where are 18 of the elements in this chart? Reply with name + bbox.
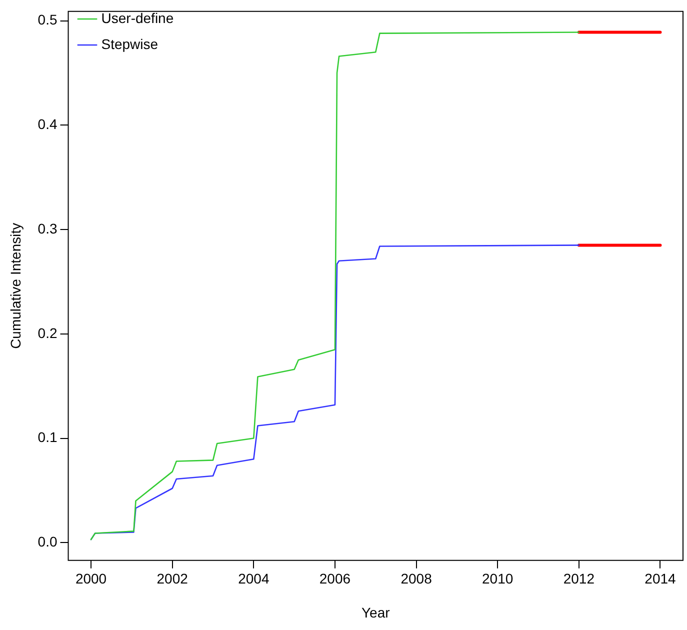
y-tick-label: 0.4 (38, 116, 58, 132)
x-tick-label: 2000 (75, 570, 107, 587)
y-tick-label: 0.3 (38, 220, 58, 236)
y-tick-label: 0.0 (38, 534, 58, 550)
y-tick-label: 0.2 (38, 324, 58, 341)
x-tick-label: 2006 (319, 570, 351, 587)
legend-label: User-define (101, 10, 174, 26)
y-axis-title: Cumulative Intensity (7, 222, 24, 349)
y-tick-label: 0.1 (38, 429, 58, 446)
x-tick-label: 2014 (644, 570, 676, 587)
x-tick-label: 2002 (156, 570, 188, 587)
x-axis-title: Year (361, 604, 390, 620)
x-tick-label: 2004 (238, 570, 270, 587)
legend-label: Stepwise (101, 36, 158, 52)
y-tick-label: 0.5 (38, 12, 58, 28)
x-tick-label: 2012 (563, 570, 595, 587)
x-tick-label: 2008 (400, 570, 432, 587)
x-tick-label: 2010 (482, 570, 514, 587)
